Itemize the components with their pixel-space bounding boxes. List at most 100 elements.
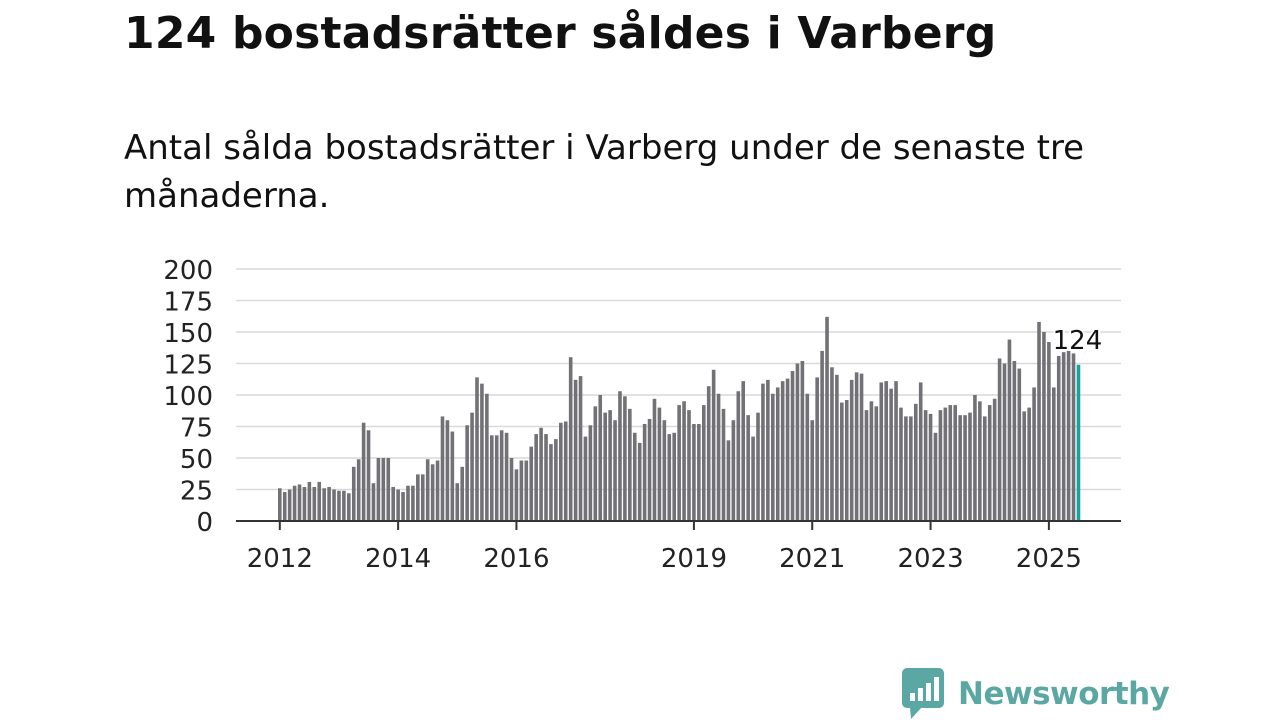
bar — [1047, 342, 1051, 521]
bar — [287, 489, 292, 521]
y-tick-label: 150 — [163, 319, 213, 349]
bar — [480, 383, 484, 521]
bar — [800, 360, 805, 521]
bar — [790, 371, 795, 521]
bar — [815, 377, 819, 521]
bar — [761, 383, 765, 521]
y-tick-label: 200 — [163, 256, 213, 286]
bar — [544, 434, 548, 521]
bar — [978, 401, 982, 521]
bar — [726, 440, 731, 521]
x-tick-label: 2014 — [365, 544, 431, 574]
bar — [869, 401, 874, 521]
bar — [938, 410, 943, 521]
bar — [578, 376, 583, 521]
bar — [948, 405, 953, 521]
bar — [401, 492, 405, 521]
bar — [549, 444, 553, 521]
bar — [539, 427, 543, 521]
bar — [820, 350, 824, 521]
bar — [997, 358, 1002, 521]
bar — [805, 393, 810, 521]
bar — [864, 410, 869, 521]
bar — [386, 458, 391, 521]
bar — [514, 469, 519, 521]
bar — [716, 393, 721, 521]
bar — [435, 460, 440, 521]
bar — [874, 406, 879, 521]
bar — [416, 474, 420, 521]
bar — [361, 422, 366, 521]
bar — [455, 483, 460, 521]
bar — [736, 391, 741, 521]
bar — [953, 405, 958, 521]
bar — [371, 483, 376, 521]
y-tick-label: 125 — [163, 351, 213, 381]
bar — [450, 431, 455, 521]
bar — [780, 381, 785, 521]
bar — [642, 423, 647, 521]
bar — [928, 413, 933, 521]
bar — [835, 374, 839, 521]
y-tick-label: 0 — [196, 508, 213, 538]
bar — [396, 489, 400, 521]
x-tick-label: 2025 — [1016, 544, 1082, 574]
bar — [475, 377, 479, 521]
bar — [559, 422, 563, 521]
bar — [692, 423, 696, 521]
bar — [909, 416, 913, 521]
bar — [1002, 363, 1007, 521]
bar — [647, 418, 652, 521]
bar — [697, 423, 701, 521]
bar — [593, 406, 598, 521]
bar — [657, 407, 662, 521]
bar — [327, 486, 331, 521]
bar — [849, 379, 854, 521]
bar — [470, 412, 474, 521]
bar — [923, 410, 928, 521]
bar-highlight — [1076, 364, 1081, 521]
y-tick-label: 25 — [180, 477, 213, 507]
bar — [1017, 368, 1022, 521]
bar — [342, 490, 346, 521]
bar — [603, 412, 607, 521]
bar — [741, 381, 746, 521]
bar — [425, 459, 430, 521]
bar — [859, 373, 864, 521]
bar — [465, 425, 469, 521]
bar — [588, 425, 593, 521]
bar — [529, 446, 534, 521]
bar — [445, 420, 450, 521]
bar — [751, 436, 755, 521]
bar — [554, 439, 558, 521]
bar — [1052, 387, 1056, 521]
bar — [519, 460, 524, 521]
bar — [376, 458, 381, 521]
bar — [731, 420, 736, 521]
bar — [701, 405, 706, 521]
bar — [1071, 353, 1076, 521]
bar — [884, 381, 888, 521]
bar — [292, 485, 297, 521]
bar — [677, 405, 681, 521]
bar — [391, 486, 395, 521]
bar — [563, 421, 568, 521]
bar — [598, 395, 603, 521]
bar — [1027, 407, 1031, 521]
bar — [494, 435, 499, 521]
bar — [509, 458, 514, 521]
bar — [489, 435, 494, 521]
bar — [913, 403, 918, 521]
bar — [711, 369, 716, 521]
y-tick-label: 100 — [163, 382, 213, 412]
y-tick-label: 75 — [180, 414, 213, 444]
bar — [899, 407, 903, 521]
bar — [332, 489, 336, 521]
bar — [785, 378, 790, 521]
bar — [889, 388, 893, 521]
bar — [987, 405, 992, 521]
x-tick-label: 2023 — [897, 544, 963, 574]
bar — [706, 386, 711, 521]
bar — [1012, 360, 1017, 521]
